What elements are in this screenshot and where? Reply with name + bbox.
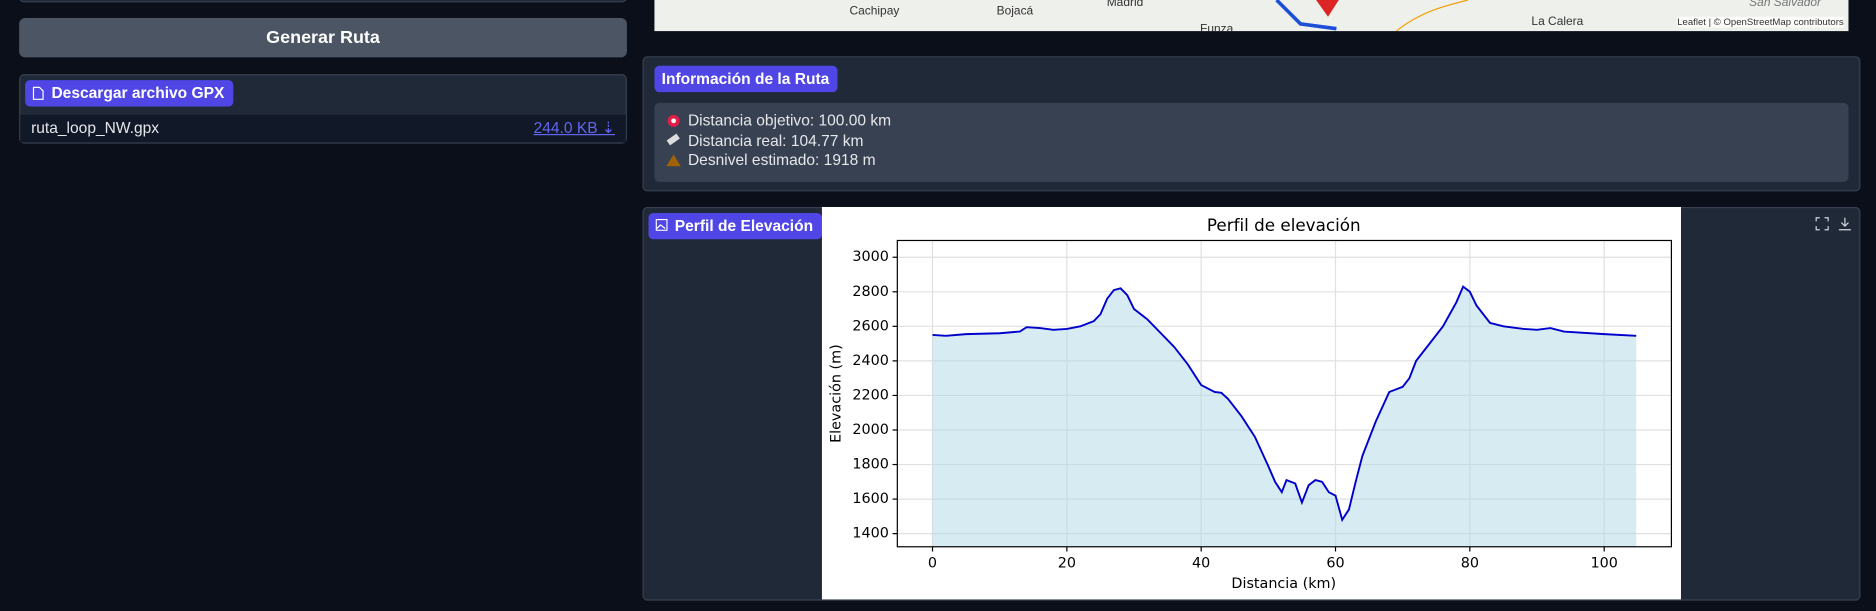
area-fill: [932, 286, 1637, 547]
map-label: Bojacá: [996, 4, 1034, 18]
info-line: Desnivel estimado: 1918 m: [687, 150, 876, 169]
x-tick-label: 0: [928, 556, 937, 572]
fullscreen-button[interactable]: [1815, 217, 1829, 231]
elevation-chart: Perfil de elevación Distancia (km) Eleva…: [821, 206, 1681, 600]
info-box: Distancia objetivo: 100.00 km Distancia …: [654, 102, 1849, 182]
y-tick-label: 2800: [852, 284, 889, 300]
map-pin: [1316, 0, 1339, 17]
y-tick-label: 2200: [852, 387, 889, 403]
map-drawing: [1275, 0, 1469, 32]
y-axis-label: Elevación (m): [828, 344, 844, 443]
file-icon: [32, 86, 44, 100]
x-tick-label: 80: [1461, 556, 1479, 572]
y-tick-label: 2000: [852, 422, 889, 438]
y-tick-label: 1800: [852, 457, 889, 473]
y-tick-label: 2400: [852, 353, 889, 369]
badge-text: Perfil de Elevación: [674, 216, 814, 235]
axes-frame: [896, 239, 1673, 548]
gpx-panel: Descargar archivo GPX ruta_loop_NW.gpx 2…: [19, 74, 627, 144]
map-label: Funza: [1200, 22, 1234, 32]
gpx-badge: Descargar archivo GPX: [25, 80, 233, 107]
map-label: San Salvador: [1749, 0, 1822, 10]
download-button[interactable]: [1838, 217, 1852, 231]
input-box[interactable]: [19, 0, 627, 3]
info-icons: [666, 114, 681, 167]
y-tick-label: 1400: [852, 526, 889, 542]
elevation-badge: Perfil de Elevación: [648, 212, 822, 240]
road: [1395, 0, 1469, 32]
x-tick-label: 40: [1192, 556, 1210, 572]
generate-button[interactable]: Generar Ruta: [19, 17, 627, 58]
chart-title: Perfil de elevación: [1207, 215, 1361, 235]
info-badge: Información de la Ruta: [654, 65, 838, 93]
y-tick-label: 2600: [852, 318, 889, 334]
map-label: Cachipay: [849, 4, 900, 18]
y-tick-label: 3000: [852, 249, 889, 265]
map[interactable]: Cachipay Bojacá Madrid Funza La Calera S…: [654, 0, 1849, 32]
x-axis-label: Distancia (km): [1231, 576, 1336, 592]
image-icon: [655, 218, 668, 231]
map-attribution[interactable]: Leaflet | © OpenStreetMap contributors: [1677, 16, 1844, 28]
file-name: ruta_loop_NW.gpx: [31, 118, 160, 137]
download-link[interactable]: 244.0 KB ⇣: [533, 118, 615, 137]
info-line: Distancia objetivo: 100.00 km: [687, 111, 892, 130]
info-line: Distancia real: 104.77 km: [687, 131, 864, 149]
map-label: La Calera: [1531, 15, 1584, 29]
map-label: Madrid: [1106, 0, 1144, 10]
x-tick-label: 20: [1058, 556, 1076, 572]
y-tick-label: 1600: [852, 491, 889, 507]
info-panel: Información de la Ruta Distancia objetiv…: [642, 56, 1861, 192]
file-row: ruta_loop_NW.gpx 244.0 KB ⇣: [20, 114, 626, 143]
x-tick-label: 60: [1326, 556, 1344, 572]
line: [932, 285, 1637, 523]
x-tick-label: 100: [1590, 556, 1617, 572]
badge-text: Descargar archivo GPX: [51, 83, 225, 102]
route-line: [1275, 0, 1337, 31]
